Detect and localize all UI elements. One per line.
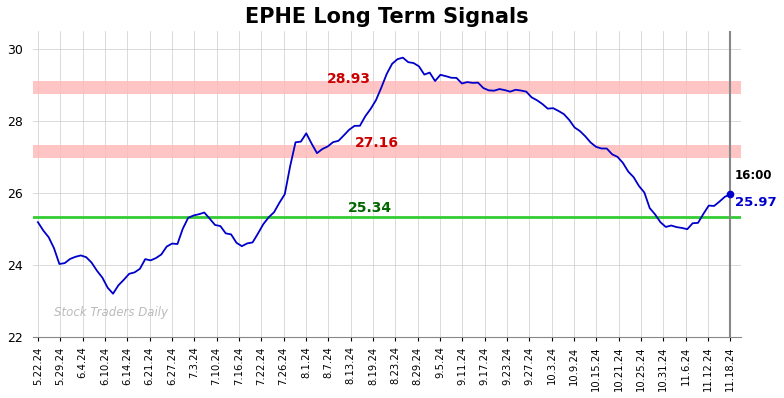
Text: Stock Traders Daily: Stock Traders Daily: [54, 306, 168, 319]
Text: 16:00: 16:00: [735, 169, 772, 182]
Title: EPHE Long Term Signals: EPHE Long Term Signals: [245, 7, 528, 27]
Text: 25.97: 25.97: [735, 196, 776, 209]
Text: 28.93: 28.93: [326, 72, 371, 86]
Text: 27.16: 27.16: [355, 136, 399, 150]
Bar: [33, 81, 741, 94]
Text: 25.34: 25.34: [348, 201, 392, 215]
Bar: [33, 145, 741, 158]
